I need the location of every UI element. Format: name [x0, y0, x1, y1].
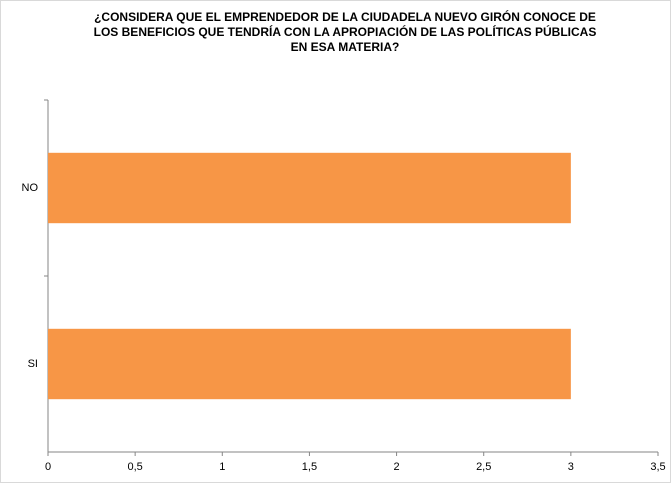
chart-title: EN ESA MATERIA? — [291, 40, 400, 54]
bar — [48, 328, 571, 400]
chart-title: ¿CONSIDERA QUE EL EMPRENDEDOR DE LA CIUD… — [94, 9, 596, 24]
x-tick-label: 0 — [45, 461, 51, 473]
x-tick-label: 2 — [394, 461, 400, 473]
x-tick-label: 0,5 — [127, 461, 142, 473]
y-tick-label: NO — [22, 182, 39, 194]
y-tick-label: SI — [28, 358, 38, 370]
x-tick-label: 3,5 — [650, 461, 665, 473]
x-tick-label: 2,5 — [476, 461, 491, 473]
bar — [48, 152, 571, 224]
x-tick-label: 1,5 — [302, 461, 317, 473]
x-tick-label: 3 — [568, 461, 574, 473]
x-tick-label: 1 — [219, 461, 225, 473]
chart-title: LOS BENEFICIOS QUE TENDRÍA CON LA APROPI… — [94, 24, 597, 39]
